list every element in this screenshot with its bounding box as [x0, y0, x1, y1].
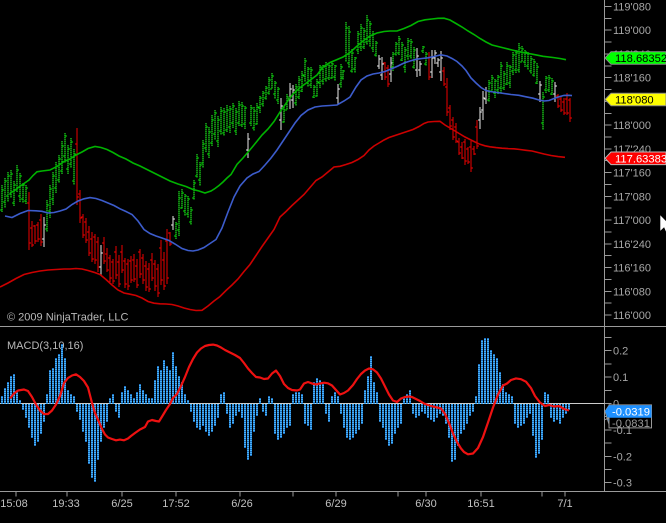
- svg-text:17:52: 17:52: [162, 498, 190, 510]
- svg-text:116'080: 116'080: [613, 286, 651, 298]
- svg-text:19:33: 19:33: [52, 498, 80, 510]
- svg-text:116'240: 116'240: [613, 239, 651, 251]
- svg-text:-0.2: -0.2: [613, 451, 632, 463]
- svg-text:16:51: 16:51: [467, 498, 495, 510]
- svg-text:116'000: 116'000: [613, 310, 651, 322]
- svg-text:0.1: 0.1: [613, 372, 628, 384]
- svg-text:119'080: 119'080: [613, 2, 651, 14]
- svg-text:119'000: 119'000: [613, 25, 651, 37]
- svg-text:6/25: 6/25: [111, 498, 132, 510]
- svg-text:0.2: 0.2: [613, 346, 628, 358]
- svg-text:117.633833: 117.633833: [615, 153, 666, 165]
- svg-text:117'160: 117'160: [613, 168, 651, 180]
- svg-text:6/26: 6/26: [231, 498, 252, 510]
- svg-text:-0.0831: -0.0831: [612, 418, 650, 430]
- svg-text:-0.3: -0.3: [613, 478, 632, 490]
- svg-text:© 2009 NinjaTrader, LLC: © 2009 NinjaTrader, LLC: [7, 312, 128, 324]
- svg-text:118'000: 118'000: [613, 120, 651, 132]
- svg-text:117'000: 117'000: [613, 215, 651, 227]
- svg-text:7/1: 7/1: [557, 498, 572, 510]
- svg-text:118'160: 118'160: [613, 73, 651, 85]
- svg-text:15:08: 15:08: [0, 498, 28, 510]
- svg-text:MACD(3,10,16): MACD(3,10,16): [7, 340, 83, 352]
- svg-text:118.683528: 118.683528: [615, 53, 666, 65]
- svg-text:6/30: 6/30: [415, 498, 436, 510]
- svg-text:-0.0319: -0.0319: [612, 407, 650, 419]
- svg-text:117'080: 117'080: [613, 191, 651, 203]
- svg-text:6/29: 6/29: [325, 498, 346, 510]
- svg-text:116'160: 116'160: [613, 263, 651, 275]
- svg-text:118'080: 118'080: [615, 95, 654, 107]
